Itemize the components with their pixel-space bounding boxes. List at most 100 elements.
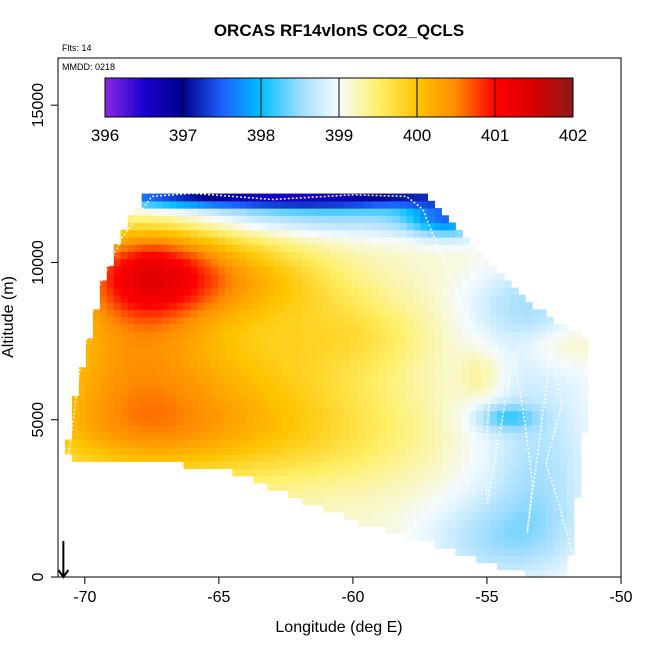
heatmap-cell <box>420 338 429 347</box>
heatmap-cell <box>371 511 380 520</box>
heatmap-cell <box>127 374 136 383</box>
heatmap-cell <box>413 519 422 527</box>
heatmap-cell <box>99 396 108 404</box>
heatmap-cell <box>92 359 101 368</box>
heatmap-cell <box>281 316 289 325</box>
heatmap-cell <box>308 468 317 477</box>
heatmap-cell <box>295 432 303 441</box>
heatmap-cell <box>455 280 463 289</box>
heatmap-cell <box>392 316 401 325</box>
heatmap-cell <box>329 258 338 267</box>
heatmap-cell <box>329 323 338 332</box>
heatmap-cell <box>434 302 442 310</box>
heatmap-cell <box>462 490 470 499</box>
heatmap-cell <box>120 280 129 289</box>
heatmap-cell <box>378 251 387 260</box>
heatmap-cell <box>225 331 233 339</box>
heatmap-cell <box>281 446 289 455</box>
heatmap-cell <box>462 548 470 556</box>
heatmap-cell <box>260 273 268 281</box>
heatmap-cell <box>483 316 491 325</box>
heatmap-cell <box>531 352 540 361</box>
heatmap-cell <box>274 439 282 448</box>
heatmap-cell <box>315 425 324 433</box>
heatmap-cell <box>531 432 540 441</box>
heatmap-cell <box>378 425 387 433</box>
heatmap-cell <box>476 555 484 564</box>
heatmap-cell <box>260 323 268 332</box>
heatmap-cell <box>399 338 408 347</box>
heatmap-cell <box>308 236 317 245</box>
heatmap-cell <box>267 352 275 361</box>
heatmap-cell <box>329 265 338 274</box>
heatmap-cell <box>566 367 575 376</box>
heatmap-cell <box>162 323 171 332</box>
heatmap-cell <box>538 446 547 455</box>
heatmap-cell <box>518 345 526 354</box>
heatmap-cell <box>350 208 359 216</box>
heatmap-cell <box>260 381 268 390</box>
heatmap-cell <box>239 367 247 376</box>
heatmap-cell <box>197 229 205 238</box>
heatmap-cell <box>155 345 164 354</box>
heatmap-cell <box>225 359 233 368</box>
heatmap-cell <box>538 396 547 404</box>
heatmap-cell <box>141 359 150 368</box>
heatmap-cell <box>399 302 408 310</box>
heatmap-cell <box>420 482 429 491</box>
heatmap-cell <box>441 302 449 310</box>
heatmap-cell <box>190 352 199 361</box>
heatmap-cell <box>190 446 199 455</box>
heatmap-cell <box>322 367 331 376</box>
heatmap-cell <box>239 309 247 318</box>
heatmap-cell <box>197 367 205 376</box>
heatmap-cell <box>92 338 101 347</box>
heatmap-cell <box>336 461 345 470</box>
heatmap-cell <box>392 425 401 433</box>
heatmap-cell <box>525 490 533 499</box>
heatmap-cell <box>120 417 129 426</box>
heatmap-cell <box>253 280 261 289</box>
date-annotation: MMDD: 0218 <box>62 62 115 72</box>
heatmap-cell <box>239 287 247 296</box>
heatmap-cell <box>448 265 456 274</box>
heatmap-cell <box>497 461 505 470</box>
heatmap-cell <box>336 396 345 404</box>
heatmap-cell <box>190 302 199 310</box>
heatmap-cell <box>288 417 296 426</box>
heatmap-cell <box>322 388 331 397</box>
heatmap-cell <box>518 468 526 477</box>
heatmap-cell <box>211 439 219 448</box>
heatmap-cell <box>490 316 498 325</box>
heatmap-cell <box>183 403 192 412</box>
heatmap-cell <box>490 519 498 527</box>
heatmap-cell <box>462 504 470 513</box>
heatmap-cell <box>504 533 512 542</box>
heatmap-cell <box>78 432 87 441</box>
heatmap-cell <box>518 482 526 491</box>
heatmap-cell <box>336 331 345 339</box>
heatmap-cell <box>511 374 519 383</box>
heatmap-cell <box>134 251 143 260</box>
heatmap-cell <box>218 273 226 281</box>
heatmap-cell <box>504 287 512 296</box>
heatmap-cell <box>274 345 282 354</box>
heatmap-cell <box>371 338 380 347</box>
heatmap-cell <box>176 454 185 462</box>
heatmap-cell <box>455 367 463 376</box>
heatmap-cell <box>364 258 373 267</box>
heatmap-cell <box>232 352 240 361</box>
heatmap-cell <box>399 200 408 209</box>
heatmap-cell <box>343 222 352 231</box>
heatmap-cell <box>545 555 554 564</box>
heatmap-cell <box>469 302 477 310</box>
heatmap-cell <box>448 504 456 513</box>
heatmap-cell <box>148 388 157 397</box>
heatmap-cell <box>364 273 373 281</box>
heatmap-cell <box>525 475 533 484</box>
heatmap-cell <box>225 396 233 404</box>
heatmap-cell <box>552 454 561 462</box>
heatmap-cell <box>92 410 101 419</box>
heatmap-cell <box>504 454 512 462</box>
heatmap-cell <box>497 345 505 354</box>
